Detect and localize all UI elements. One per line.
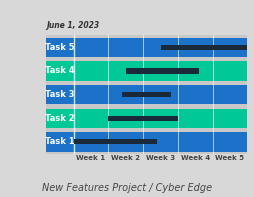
Bar [122, 92, 170, 97]
Bar [108, 116, 177, 121]
Bar [46, 38, 246, 57]
Bar [46, 61, 246, 81]
Text: Task 1: Task 1 [45, 137, 74, 146]
Bar [46, 132, 246, 151]
Bar [125, 68, 198, 73]
Bar [160, 45, 246, 50]
Text: Task 3: Task 3 [45, 90, 74, 99]
Text: June 1, 2023: June 1, 2023 [46, 20, 99, 30]
Bar [73, 139, 156, 144]
Text: Task 2: Task 2 [45, 114, 74, 123]
Bar [46, 109, 246, 128]
Bar [46, 85, 246, 104]
Text: Task 4: Task 4 [45, 66, 74, 75]
Text: Task 5: Task 5 [45, 43, 74, 52]
Text: New Features Project / Cyber Edge: New Features Project / Cyber Edge [42, 183, 212, 193]
